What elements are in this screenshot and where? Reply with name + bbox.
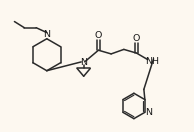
Text: O: O xyxy=(133,34,140,43)
Text: NH: NH xyxy=(145,57,159,66)
Text: N: N xyxy=(146,108,152,117)
Text: O: O xyxy=(95,31,102,40)
Text: N: N xyxy=(80,58,87,67)
Text: N: N xyxy=(43,30,50,39)
